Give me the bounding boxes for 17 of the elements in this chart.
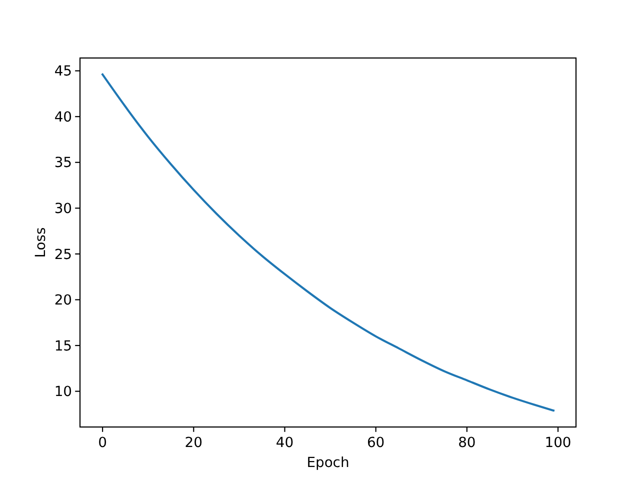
line-series [102, 73, 554, 412]
y-tick-label: 30 [54, 201, 72, 218]
x-tick-label: 100 [544, 435, 572, 451]
y-tick-label: 45 [54, 64, 72, 80]
y-tick-label: 15 [54, 338, 72, 354]
y-tick-label: 35 [54, 155, 72, 172]
y-axis-title: Loss [33, 227, 49, 258]
y-tick-label: 25 [54, 246, 72, 263]
x-tick-label: 0 [98, 435, 107, 451]
y-tick-label: 20 [54, 292, 72, 309]
x-tick-label: 60 [366, 435, 385, 451]
x-axis-title: Epoch [306, 455, 350, 471]
x-tick-label: 40 [276, 435, 294, 451]
x-tick-label: 80 [458, 435, 476, 451]
x-tick-label: 20 [184, 435, 202, 451]
y-tick-label: 10 [54, 384, 72, 400]
y-tick-label: 40 [54, 109, 72, 126]
